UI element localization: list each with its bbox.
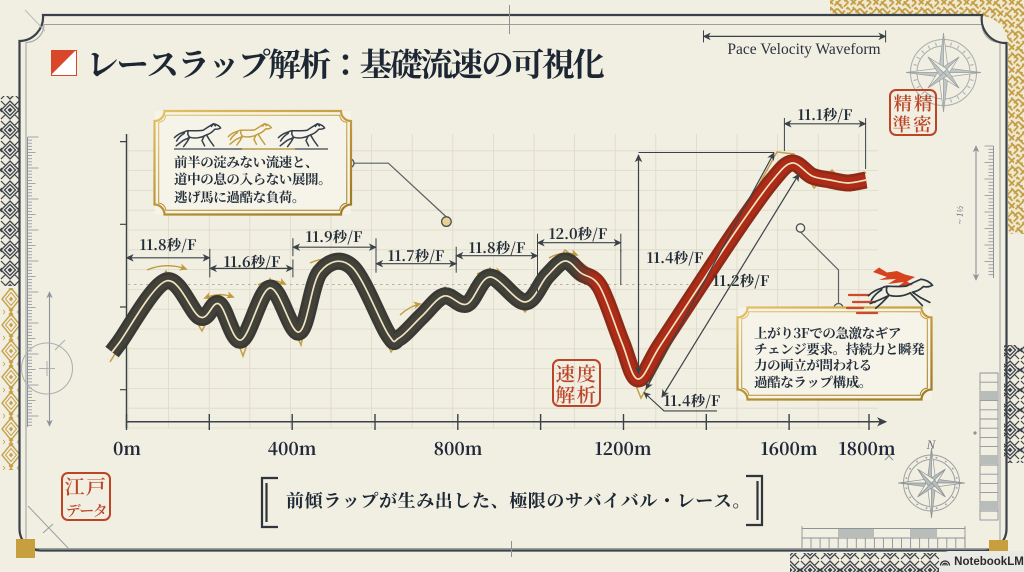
svg-text:N: N [926, 437, 937, 452]
svg-text:~ 1½: ~ 1½ [955, 206, 965, 225]
